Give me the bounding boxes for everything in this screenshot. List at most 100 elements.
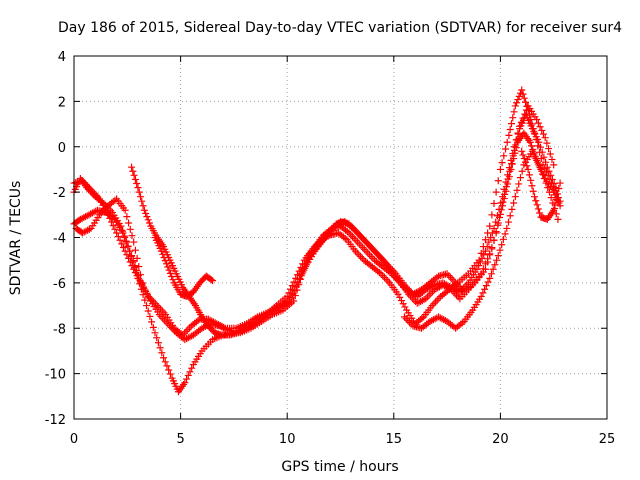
data-point [156, 344, 164, 352]
data-point [135, 263, 143, 271]
data-point [354, 238, 362, 246]
data-point [518, 167, 526, 175]
data-point [362, 247, 370, 255]
data-point [507, 156, 515, 164]
data-point [364, 249, 372, 257]
data-point [532, 197, 540, 205]
data-point [133, 254, 141, 262]
data-point [118, 240, 126, 248]
data-point [142, 287, 150, 295]
data-point [367, 253, 375, 261]
data-point [131, 246, 139, 254]
data-point [510, 199, 518, 207]
data-point [522, 106, 530, 114]
data-point [536, 123, 544, 131]
data-point [122, 238, 130, 246]
data-point [125, 254, 133, 262]
data-point [427, 289, 435, 297]
y-axis-ticks: 4 2 0 -2 -4 -6 -8 -10 -12 [45, 50, 607, 428]
data-point [523, 162, 531, 170]
data-point [400, 313, 408, 321]
data-point [151, 329, 159, 337]
data-point [485, 238, 493, 246]
data-point [536, 209, 544, 217]
data-point [161, 257, 169, 265]
data-point [476, 258, 484, 266]
data-point [397, 297, 405, 305]
data-point [119, 229, 127, 237]
data-point [188, 364, 196, 372]
data-point [137, 278, 145, 286]
data-point [297, 272, 305, 280]
data-point [493, 256, 501, 264]
x-tick-label: 15 [386, 432, 403, 447]
data-point [116, 236, 124, 244]
data-point [519, 151, 527, 159]
data-point [497, 199, 505, 207]
data-point [528, 142, 536, 150]
data-point [535, 138, 543, 146]
data-point [166, 269, 174, 277]
data-point [481, 247, 489, 255]
data-point [481, 285, 489, 293]
data-point [489, 265, 497, 273]
data-point [448, 275, 456, 283]
data-point [473, 265, 481, 273]
data-point [209, 277, 217, 285]
data-point [556, 179, 564, 187]
data-point [517, 118, 525, 126]
data-point [492, 188, 500, 196]
data-point [432, 298, 440, 306]
data-point [488, 243, 496, 251]
x-tick-label: 10 [279, 432, 296, 447]
data-point [494, 252, 502, 260]
data-point [384, 277, 392, 285]
data-point [479, 289, 487, 297]
data-point [429, 282, 437, 290]
data-point [126, 225, 134, 233]
data-point [543, 163, 551, 171]
data-point [545, 188, 553, 196]
data-point [111, 196, 119, 204]
data-point [514, 96, 522, 104]
data-point [535, 162, 543, 170]
data-point [141, 296, 149, 304]
data-point [125, 219, 133, 227]
data-point [290, 286, 298, 294]
data-point [129, 257, 137, 265]
data-point [545, 167, 553, 175]
data-point [490, 199, 498, 207]
data-point [487, 234, 495, 241]
data-point [548, 175, 556, 183]
data-point [511, 193, 519, 201]
data-point [350, 234, 358, 242]
data-point [288, 282, 296, 290]
data-point [504, 171, 512, 179]
data-point [285, 289, 293, 297]
data-point [359, 243, 367, 251]
data-point [348, 233, 356, 241]
data-point [524, 165, 532, 173]
data-point [552, 184, 560, 192]
data-point [528, 182, 536, 190]
data-point [290, 278, 298, 286]
data-point [487, 270, 495, 278]
data-point [555, 184, 563, 192]
data-point [550, 180, 558, 188]
chart-title: Day 186 of 2015, Sidereal Day-to-day VTE… [58, 20, 622, 36]
data-point [491, 261, 499, 269]
data-point [527, 176, 535, 184]
data-point [509, 114, 517, 122]
data-point [355, 240, 363, 248]
data-point [124, 243, 132, 251]
data-point [184, 326, 192, 334]
data-point [483, 243, 491, 251]
data-point [484, 258, 492, 266]
data-point [128, 262, 136, 270]
data-point [119, 243, 127, 251]
data-point [534, 205, 542, 213]
data-point [184, 371, 192, 379]
data-point [128, 232, 136, 240]
data-point [160, 253, 168, 261]
